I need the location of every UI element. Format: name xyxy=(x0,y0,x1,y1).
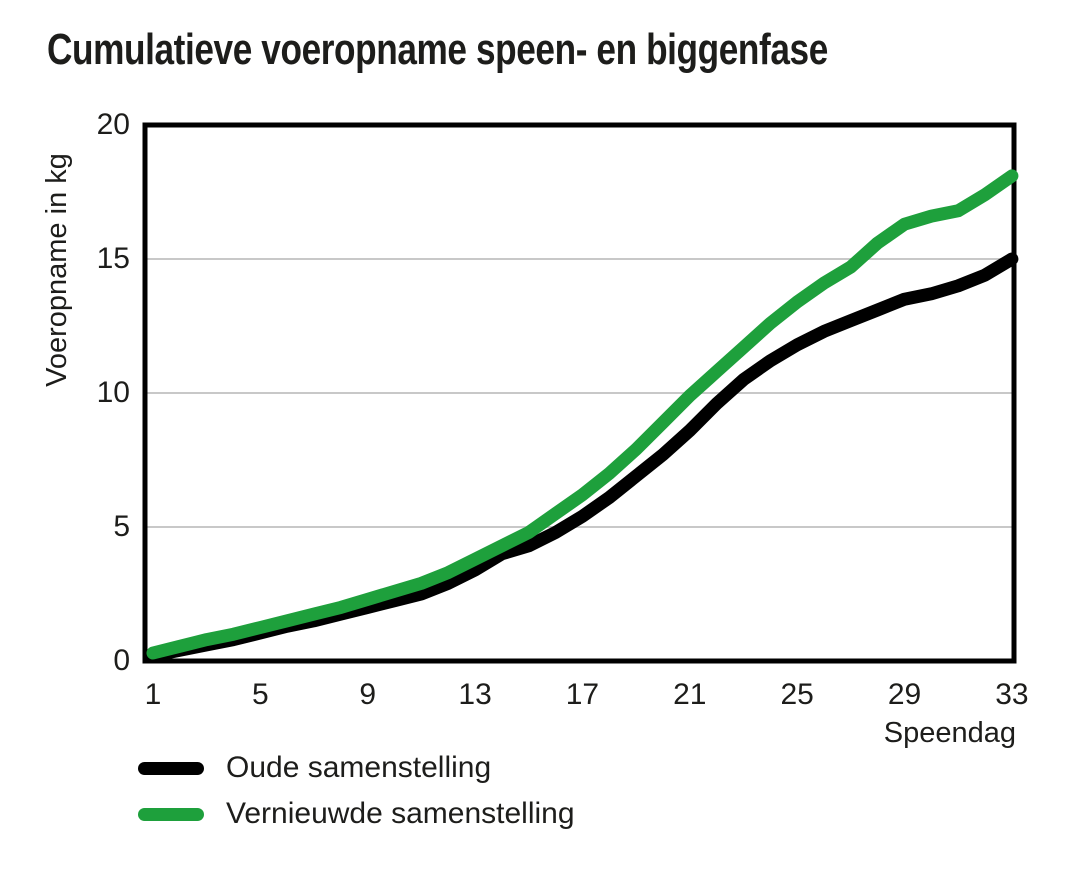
legend-swatch-black-line xyxy=(138,761,204,775)
x-tick-label: 13 xyxy=(458,678,492,711)
x-tick-label: 5 xyxy=(252,678,269,711)
x-tick-label: 1 xyxy=(144,678,162,711)
series-line-oude xyxy=(146,252,1019,663)
y-tick-label: 0 xyxy=(113,644,130,677)
y-tick-label: 20 xyxy=(96,108,130,141)
series-line-vernieuwde xyxy=(146,169,1019,660)
x-axis-label: Speendag xyxy=(883,717,1016,749)
plot-border xyxy=(142,122,1017,664)
x-tick-label: 9 xyxy=(359,678,377,711)
legend-item-oude: Oude samenstelling xyxy=(138,748,575,788)
chart-title: Cumulatieve voeropname speen- en biggenf… xyxy=(47,25,828,74)
x-tick-label: 17 xyxy=(565,678,600,711)
legend-swatch-green-line xyxy=(138,807,204,821)
legend-label-vernieuwde: Vernieuwde samenstelling xyxy=(226,797,575,830)
y-tick-label: 15 xyxy=(96,242,130,275)
legend-label-oude: Oude samenstelling xyxy=(226,751,492,784)
legend: Oude samenstelling Vernieuwde samenstell… xyxy=(138,748,575,834)
y-tick-label: 10 xyxy=(96,376,130,409)
y-tick-label: 5 xyxy=(113,510,130,543)
x-tick-label: 25 xyxy=(780,678,814,711)
x-tick-label: 33 xyxy=(995,678,1029,711)
x-tick-label: 29 xyxy=(887,678,922,711)
x-tick-label: 21 xyxy=(673,678,707,711)
legend-item-vernieuwde: Vernieuwde samenstelling xyxy=(138,794,575,834)
